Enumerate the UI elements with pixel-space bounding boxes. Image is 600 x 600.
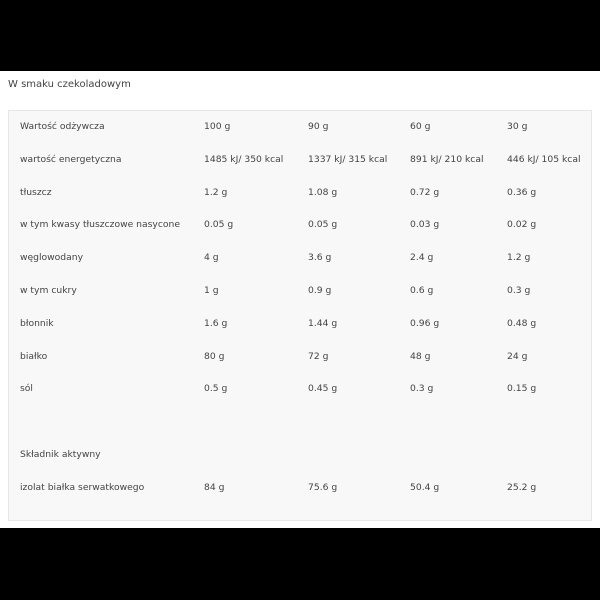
row-value: 1.6 g [204, 318, 228, 329]
row-label: sól [20, 383, 33, 394]
row-value: 891 kJ/ 210 kcal [410, 154, 484, 165]
row-value: 0.9 g [308, 285, 332, 296]
row-value: 0.5 g [204, 383, 228, 394]
row-value: 0.03 g [410, 219, 440, 230]
row-value: 0.36 g [507, 187, 537, 198]
row-value: 50.4 g [410, 482, 440, 493]
row-label: w tym cukry [20, 285, 77, 296]
row-value: 4 g [204, 252, 219, 263]
content-area: W smaku czekoladowym Wartość odżywcza 100… [0, 71, 600, 528]
row-label: błonnik [20, 318, 54, 329]
row-value: 1337 kJ/ 315 kcal [308, 154, 388, 165]
row-value: 0.15 g [507, 383, 537, 394]
row-value: 90 g [308, 121, 329, 132]
row-value: 1.08 g [308, 187, 338, 198]
row-value: 80 g [204, 351, 225, 362]
row-value: 48 g [410, 351, 431, 362]
table-row: w tym kwasy tłuszczowe nasycone 0.05 g 0.0… [9, 219, 591, 235]
row-label: Składnik aktywny [20, 449, 101, 460]
table-row: izolat białka serwatkowego 84 g 75.6 g 50.4… [9, 482, 591, 498]
row-value: 0.45 g [308, 383, 338, 394]
table-row: Wartość odżywcza 100 g 90 g 60 g 30 g [9, 121, 591, 137]
table-row [9, 416, 591, 432]
row-value: 1 g [204, 285, 219, 296]
row-value: 0.96 g [410, 318, 440, 329]
row-label: Wartość odżywcza [20, 121, 105, 132]
row-value: 30 g [507, 121, 528, 132]
row-value: 72 g [308, 351, 329, 362]
row-label: białko [20, 351, 48, 362]
table-row: węglowodany 4 g 3.6 g 2.4 g 1.2 g [9, 252, 591, 268]
row-label: w tym kwasy tłuszczowe nasycone [20, 219, 181, 230]
table-row: wartość energetyczna 1485 kJ/ 350 kcal 133… [9, 154, 591, 170]
row-label: tłuszcz [20, 187, 52, 198]
row-label: węglowodany [20, 252, 84, 263]
row-value: 0.02 g [507, 219, 537, 230]
row-value: 25.2 g [507, 482, 537, 493]
row-value: 2.4 g [410, 252, 434, 263]
flavor-title: W smaku czekoladowym [8, 79, 131, 90]
row-value: 446 kJ/ 105 kcal [507, 154, 581, 165]
row-label: wartość energetyczna [20, 154, 122, 165]
table-row: Składnik aktywny [9, 449, 591, 465]
row-value: 75.6 g [308, 482, 338, 493]
row-value: 100 g [204, 121, 231, 132]
table-row: białko 80 g 72 g 48 g 24 g [9, 351, 591, 367]
row-value: 1.2 g [204, 187, 228, 198]
table-row: w tym cukry 1 g 0.9 g 0.6 g 0.3 g [9, 285, 591, 301]
row-value: 84 g [204, 482, 225, 493]
row-value: 60 g [410, 121, 431, 132]
row-value: 0.48 g [507, 318, 537, 329]
row-value: 0.6 g [410, 285, 434, 296]
row-value: 0.3 g [410, 383, 434, 394]
table-row: sól 0.5 g 0.45 g 0.3 g 0.15 g [9, 383, 591, 399]
row-value: 3.6 g [308, 252, 332, 263]
row-value: 1.2 g [507, 252, 531, 263]
row-value: 1485 kJ/ 350 kcal [204, 154, 284, 165]
row-value: 0.05 g [308, 219, 338, 230]
row-value: 1.44 g [308, 318, 338, 329]
row-value: 0.3 g [507, 285, 531, 296]
table-row: błonnik 1.6 g 1.44 g 0.96 g 0.48 g [9, 318, 591, 334]
row-value: 0.05 g [204, 219, 234, 230]
table-row: tłuszcz 1.2 g 1.08 g 0.72 g 0.36 g [9, 187, 591, 203]
row-label: izolat białka serwatkowego [20, 482, 145, 493]
row-value: 24 g [507, 351, 528, 362]
row-value: 0.72 g [410, 187, 440, 198]
nutrition-table: Wartość odżywcza 100 g 90 g 60 g 30 g wartość… [8, 110, 592, 521]
